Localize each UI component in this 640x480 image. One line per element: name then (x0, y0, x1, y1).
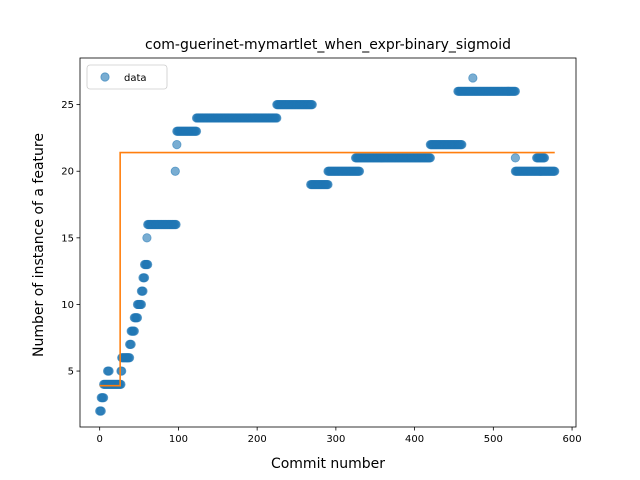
data-point (307, 100, 317, 110)
legend-marker (100, 72, 110, 82)
x-tick-label: 500 (484, 434, 503, 445)
fit-line (99, 151, 555, 387)
legend-label: data (124, 73, 147, 84)
data-point (191, 126, 202, 136)
x-tick-label: 600 (563, 434, 582, 445)
data-point (99, 393, 109, 403)
plot-area (95, 73, 560, 416)
data-point (550, 166, 560, 176)
x-tick-label: 0 (96, 434, 102, 445)
data-point (272, 113, 282, 123)
data-point (354, 166, 365, 176)
data-point (126, 339, 136, 350)
y-tick-label: 20 (61, 167, 74, 178)
legend: data (86, 64, 168, 90)
data-point (136, 299, 147, 310)
x-tick-label: 300 (326, 434, 345, 445)
y-tick-label: 15 (61, 233, 74, 244)
data-point (139, 273, 150, 283)
x-tick-label: 400 (405, 434, 424, 445)
chart-title: com-guerinet-mymartlet_when_expr-binary_… (145, 37, 511, 53)
data-point (510, 86, 520, 96)
x-tick-label: 100 (169, 434, 188, 445)
data-point (142, 233, 152, 243)
y-tick-label: 10 (61, 300, 74, 311)
axes-frame (79, 57, 577, 428)
data-point (323, 179, 333, 190)
data-point (138, 286, 148, 296)
data-point (104, 366, 114, 376)
data-point (457, 139, 467, 150)
y-tick-label: 25 (61, 100, 74, 111)
data-point (172, 139, 182, 150)
data-point (125, 353, 135, 363)
y-axis-label: Number of instance of a feature (31, 133, 47, 357)
data-point (129, 326, 139, 336)
data-point (171, 219, 181, 230)
data-point (117, 366, 127, 376)
data-point (132, 313, 143, 323)
x-axis-label: Commit number (271, 456, 385, 472)
data-point (143, 259, 153, 270)
data-point (96, 406, 106, 416)
data-point (170, 166, 180, 176)
axes: 0 100 200 300 400 500 600 5 10 15 20 25 (61, 57, 582, 445)
y-tick-label: 5 (68, 367, 74, 378)
data-point (425, 153, 435, 163)
legend-box (86, 64, 168, 90)
data-point (539, 153, 550, 163)
data-point (468, 73, 478, 83)
x-tick-label: 200 (248, 434, 267, 445)
data-point (510, 153, 520, 163)
